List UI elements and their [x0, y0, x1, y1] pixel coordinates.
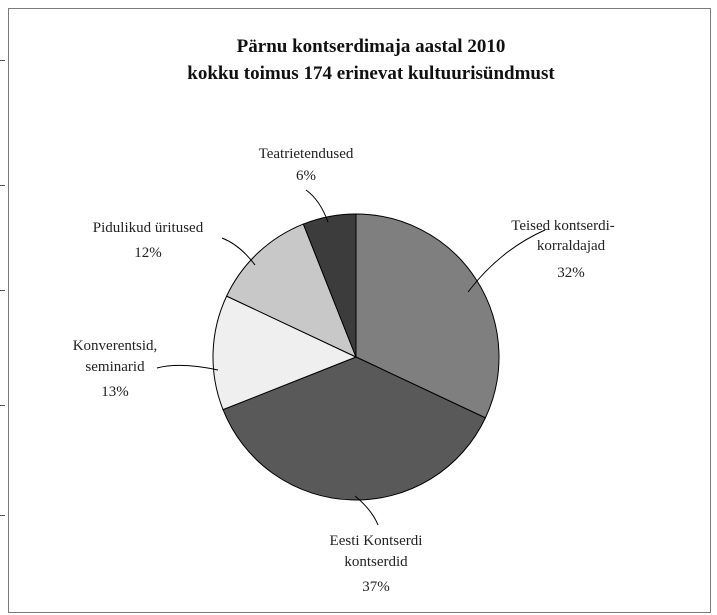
pie-slice [302, 213, 357, 358]
slice-percent-label: 32% [557, 265, 585, 281]
leader-line [156, 364, 219, 371]
leader-line [221, 237, 256, 266]
chart-title-line-1: Pärnu kontserdimaja aastal 2010 [237, 36, 506, 57]
slice-percent-label: 12% [134, 245, 162, 261]
slice-label: Eesti Kontserdi [330, 533, 423, 549]
leader-line [467, 229, 546, 293]
edge-tick [0, 185, 5, 186]
edge-tick [0, 405, 5, 406]
slice-percent-label: 6% [296, 168, 316, 184]
slice-label: korraldajad [537, 238, 606, 254]
leader-line [354, 495, 379, 526]
chart-title-line-2: kokku toimus 174 erinevat kultuurisündmu… [187, 63, 555, 84]
pie-slice [222, 356, 487, 501]
slice-percent-label: 37% [362, 579, 390, 595]
pie-slice [225, 223, 357, 358]
slice-label: Pidulikud üritused [93, 220, 204, 236]
edge-tick [0, 60, 5, 61]
slice-label: seminarid [85, 359, 145, 375]
leader-line [305, 189, 329, 223]
edge-tick [0, 515, 5, 516]
slice-label: kontserdid [344, 554, 408, 570]
slice-percent-label: 13% [101, 384, 129, 400]
edge-tick [0, 290, 5, 291]
pie-slice [212, 295, 358, 411]
slice-label: Konverentsid, [73, 338, 158, 354]
pie-slice [355, 213, 500, 419]
slice-label: Teised kontserdi- [511, 218, 615, 234]
slice-label: Teatrietendused [259, 146, 354, 162]
